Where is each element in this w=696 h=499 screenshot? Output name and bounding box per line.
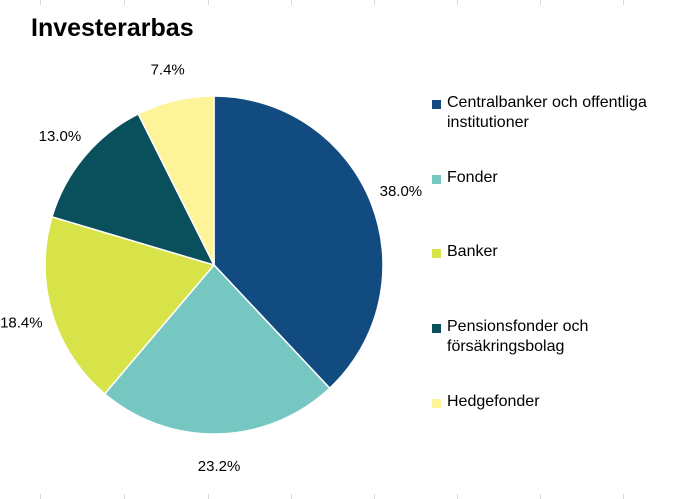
chart-title: Investerarbas: [31, 14, 194, 42]
frame-tick: [40, 0, 41, 5]
legend-label-line1: Centralbanker och offentliga: [447, 94, 647, 111]
frame-tick: [623, 0, 624, 5]
pie-labels: 38.0% 23.2% 18.4% 13.0% 7.4%: [0, 61, 422, 475]
pie-data-label-hedgefonder: 7.4%: [151, 61, 185, 78]
frame-tick: [374, 494, 375, 499]
frame-tick: [291, 494, 292, 499]
pie-data-label-banker: 18.4%: [0, 314, 43, 331]
legend-swatch: [432, 100, 441, 109]
legend-label: Fonder: [447, 169, 498, 186]
frame-tick: [540, 0, 541, 5]
legend-item-banker: Banker: [432, 242, 694, 262]
frame-tick: [208, 494, 209, 499]
frame-tick: [124, 494, 125, 499]
legend-label-line2: institutioner: [447, 114, 529, 131]
frame-tick: [623, 494, 624, 499]
pie-data-label-centralbanker: 38.0%: [380, 183, 423, 200]
frame-tick: [208, 0, 209, 5]
legend-label-line1: Pensionsfonder och: [447, 318, 589, 335]
pie-slice-centralbanker: [213, 95, 384, 390]
legend-item-centralbanker: Centralbanker och offentliga institution…: [432, 93, 694, 133]
pie-slice-banker: [44, 215, 216, 395]
frame-tick: [291, 0, 292, 5]
pie-data-label-fonder: 23.2%: [198, 458, 241, 475]
legend-item-hedgefonder: Hedgefonder: [432, 392, 694, 412]
legend-item-fonder: Fonder: [432, 168, 694, 188]
pie-slice-hedgefonder: [137, 95, 215, 266]
frame-tick: [40, 494, 41, 499]
legend-swatch: [432, 324, 441, 333]
legend-swatch: [432, 399, 441, 408]
pie-slice-fonder: [103, 263, 331, 435]
frame-tick: [540, 494, 541, 499]
legend-label: Hedgefonder: [447, 393, 540, 410]
frame-tick: [374, 0, 375, 5]
legend-swatch: [432, 249, 441, 258]
pie-slices: [44, 95, 384, 435]
legend-label: Banker: [447, 243, 498, 260]
pie-slice-pensionsfonder: [51, 112, 216, 267]
frame-tick: [124, 0, 125, 5]
legend-item-pensionsfonder: Pensionsfonder och försäkringsbolag: [432, 317, 694, 357]
legend-swatch: [432, 175, 441, 184]
pie-data-label-pensionsfonder: 13.0%: [39, 128, 82, 145]
frame-tick: [457, 0, 458, 5]
frame-tick: [457, 494, 458, 499]
legend-label-line2: försäkringsbolag: [447, 338, 565, 355]
